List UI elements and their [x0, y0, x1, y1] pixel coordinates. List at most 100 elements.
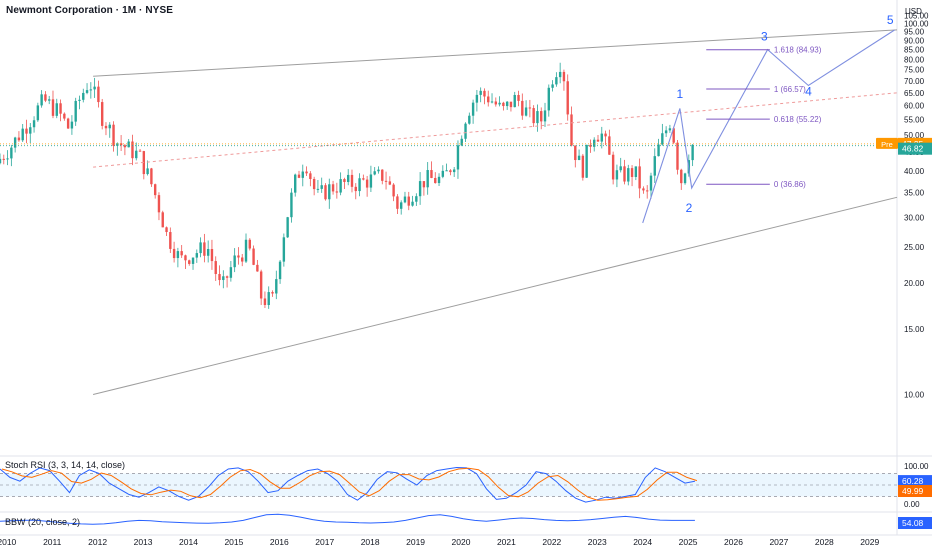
candle-body	[244, 239, 248, 262]
candle-body	[150, 168, 153, 185]
stoch-value-badge	[898, 485, 932, 498]
candle-body	[6, 158, 9, 160]
candle-body	[384, 180, 388, 182]
candle-body	[543, 110, 547, 122]
stoch-rsi-label[interactable]: Stoch RSI (3, 3, 14, 14, close)	[5, 460, 126, 470]
candle-body	[456, 145, 460, 170]
candle-body	[339, 179, 342, 193]
candle-body	[172, 248, 176, 259]
candle-body	[48, 99, 51, 101]
candle-body	[483, 90, 486, 97]
price-tick-label: 80.00	[904, 55, 925, 64]
candle-body	[294, 174, 297, 193]
candle-body	[237, 255, 240, 258]
candle-body	[161, 212, 164, 228]
candle-body	[388, 181, 392, 185]
time-tick-label: 2019	[406, 537, 425, 547]
candle-body	[642, 188, 645, 191]
candle-body	[418, 181, 422, 197]
candle-body	[146, 168, 149, 175]
price-tick-label: 90.00	[904, 36, 925, 45]
price-tick-label: 60.00	[904, 102, 925, 111]
candle-body	[320, 185, 323, 189]
candle-body	[29, 127, 32, 134]
candle-body	[176, 251, 180, 259]
candle-body	[210, 249, 214, 262]
candle-body	[59, 103, 62, 114]
candle-body	[600, 133, 603, 142]
candle-body	[312, 178, 316, 190]
candle-body	[589, 144, 592, 147]
candle-body	[347, 174, 350, 182]
candle-body	[399, 202, 403, 209]
time-tick-label: 2028	[815, 537, 834, 547]
candle-body	[638, 166, 641, 189]
candle-body	[611, 154, 615, 180]
candle-body	[267, 292, 270, 306]
stoch-tick-label: 100.00	[904, 462, 929, 471]
candle-body	[430, 170, 433, 178]
candle-body	[153, 184, 157, 196]
price-tick-label: 70.00	[904, 77, 925, 86]
candle-body	[664, 130, 668, 134]
price-tick-label: 95.00	[904, 28, 925, 37]
candle-body	[44, 94, 47, 101]
candle-body	[85, 90, 89, 93]
candle-body	[256, 264, 259, 272]
candle-body	[324, 185, 327, 200]
candle-body	[184, 255, 187, 261]
wave-label: 2	[686, 201, 693, 215]
candle-body	[89, 89, 93, 91]
candle-body	[562, 71, 566, 82]
price-tick-label: 55.00	[904, 116, 925, 125]
currency-label: USD	[905, 7, 922, 16]
candle-body	[335, 191, 339, 193]
candle-body	[214, 261, 217, 275]
candle-body	[392, 184, 395, 197]
candle-body	[135, 150, 138, 159]
bbw-value-badge	[898, 517, 932, 529]
candle-body	[407, 196, 410, 206]
candle-body	[445, 170, 448, 172]
candle-body	[490, 101, 494, 103]
candle-body	[358, 178, 361, 192]
time-tick-label: 2023	[588, 537, 607, 547]
candle-body	[604, 133, 607, 137]
candle-body	[471, 102, 475, 116]
bbw-label[interactable]: BBW (20, close, 2)	[5, 517, 81, 527]
badge-bg	[898, 142, 932, 155]
candle-body	[10, 147, 13, 159]
candle-body	[362, 178, 365, 180]
candle-body	[513, 94, 516, 108]
candle-body	[615, 170, 619, 180]
price-tick-label: 25.00	[904, 243, 925, 252]
candle-body	[627, 168, 630, 182]
candle-body	[259, 271, 263, 299]
candle-body	[509, 101, 513, 108]
price-tick-label: 50.00	[904, 131, 925, 140]
fib-level-label: 0.618 (55.22)	[774, 115, 822, 124]
badge-tag-text: Pre	[881, 140, 893, 149]
candle-body	[203, 242, 206, 256]
candle-body	[233, 255, 236, 268]
candle-body	[25, 128, 28, 134]
candle-body	[138, 150, 142, 152]
candle-body	[100, 102, 104, 126]
candle-body	[540, 111, 543, 122]
candle-body	[570, 114, 573, 146]
candle-body	[180, 251, 183, 256]
candle-body	[275, 279, 278, 294]
candle-body	[225, 276, 229, 278]
price-tick-label: 10.00	[904, 391, 925, 400]
badge-value: 46.82	[902, 144, 924, 154]
time-tick-label: 2015	[224, 537, 243, 547]
candle-body	[13, 137, 17, 148]
candle-body	[119, 143, 123, 146]
candle-body	[127, 141, 130, 148]
candle-body	[165, 227, 168, 233]
candle-body	[596, 139, 600, 142]
candle-body	[248, 239, 251, 249]
candle-body	[369, 174, 373, 188]
candle-body	[331, 184, 335, 192]
